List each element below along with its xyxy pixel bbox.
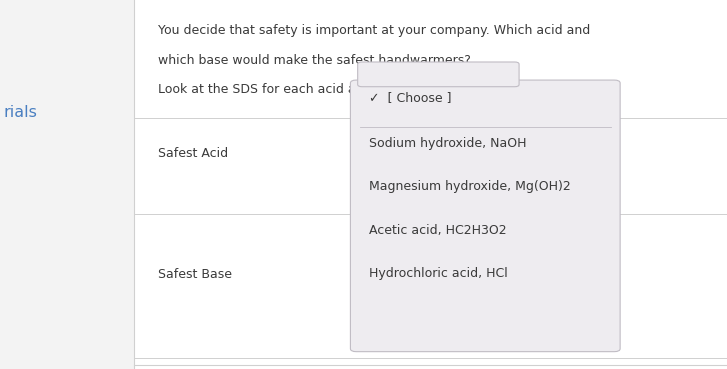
Text: Hydrochloric acid, HCl: Hydrochloric acid, HCl: [369, 266, 508, 280]
Text: Look at the SDS for each acid and base to figure this out.: Look at the SDS for each acid and base t…: [158, 83, 518, 96]
Text: Sodium hydroxide, NaOH: Sodium hydroxide, NaOH: [369, 137, 527, 151]
Text: rials: rials: [4, 105, 38, 120]
Text: Magnesium hydroxide, Mg(OH)2: Magnesium hydroxide, Mg(OH)2: [369, 180, 571, 193]
Text: Safest Acid: Safest Acid: [158, 146, 228, 160]
Text: which base would make the safest handwarmers?: which base would make the safest handwar…: [158, 54, 471, 66]
Text: ✓  [ Choose ]: ✓ [ Choose ]: [369, 91, 451, 104]
Text: Acetic acid, HC2H3O2: Acetic acid, HC2H3O2: [369, 224, 507, 237]
FancyBboxPatch shape: [350, 80, 620, 352]
FancyBboxPatch shape: [358, 62, 519, 87]
Text: Safest Base: Safest Base: [158, 268, 233, 282]
Bar: [0, 0, 134, 369]
Bar: [134, 0, 727, 369]
Text: You decide that safety is important at your company. Which acid and: You decide that safety is important at y…: [158, 24, 591, 37]
